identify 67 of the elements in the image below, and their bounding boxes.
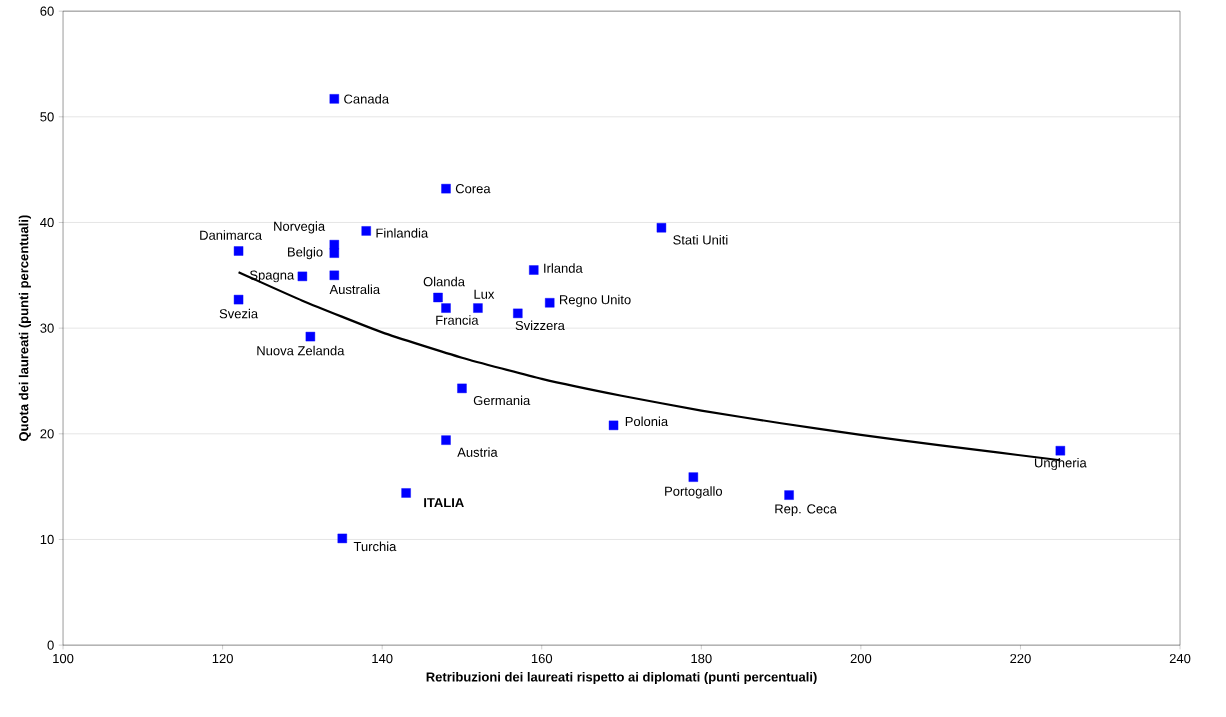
annotation: Svezia: [219, 308, 259, 319]
annotation: Australia: [329, 284, 381, 295]
y-tick-label: 30: [40, 323, 54, 333]
annotation: Svizzera: [515, 320, 565, 331]
annotation: Lux: [474, 289, 495, 299]
point: [656, 223, 667, 233]
x-tick-label: 140: [372, 653, 393, 664]
point: [337, 533, 347, 544]
annotation: Germania: [473, 395, 531, 406]
point: [473, 303, 483, 313]
point: [608, 420, 619, 431]
annotation: Danimarca: [200, 230, 262, 240]
annotation: Finlandia: [376, 228, 429, 238]
point: [401, 488, 411, 498]
point: [513, 308, 523, 319]
point: [297, 271, 308, 282]
point: [441, 435, 451, 445]
point: [529, 265, 539, 275]
point: [457, 383, 467, 394]
point: [233, 294, 244, 305]
x-tick-label: 120: [212, 653, 233, 664]
y-tick-label: 0: [47, 640, 54, 650]
annotation: Canada: [344, 94, 390, 104]
x-tick-label: 160: [531, 653, 553, 664]
point: [329, 94, 340, 104]
annotation: Irlanda: [544, 263, 583, 273]
annotation: Rep. Ceca: [775, 504, 837, 517]
annotation: Austria: [457, 447, 498, 457]
annotation: Regno Unito: [559, 294, 631, 307]
x-tick-label: 220: [1010, 653, 1031, 664]
annotation: Olanda: [423, 276, 465, 287]
point: [688, 472, 699, 482]
annotation: Polonia: [625, 416, 669, 427]
annotation: Turchia: [353, 541, 397, 552]
y-axis-title: Quota dei laureati (punti percentuali): [18, 215, 31, 442]
annotation: Ungheria: [1034, 457, 1087, 471]
y-tick-label: 60: [40, 6, 54, 16]
point: [545, 298, 555, 308]
annotation: Stati Uniti: [673, 234, 728, 245]
x-tick-label: 100: [53, 653, 74, 664]
point: [441, 183, 451, 194]
x-tick-label: 200: [850, 653, 872, 664]
x-axis-title: Retribuzioni dei laureati rispetto ai diplomati (punti percentuali): [426, 672, 817, 685]
x-tick-label: 180: [691, 653, 712, 664]
annotation: Nuova Zelanda: [257, 345, 345, 356]
point: [441, 303, 451, 313]
annotation: Corea: [455, 184, 491, 194]
point: [433, 292, 443, 303]
y-tick-label: 50: [40, 112, 54, 122]
y-tick-label: 20: [40, 429, 54, 439]
annotation: Belgio: [288, 247, 323, 260]
point: [361, 226, 371, 236]
point: [329, 248, 340, 258]
annotation: Portogallo: [665, 486, 723, 499]
point: [1055, 446, 1066, 456]
point: [784, 490, 794, 500]
point: [233, 246, 244, 256]
x-tick-label: 240: [1169, 653, 1191, 664]
point: [329, 270, 340, 281]
y-tick-label: 40: [40, 217, 54, 228]
annotation: Norvegia: [274, 221, 326, 234]
annotation: Francia: [436, 315, 479, 325]
point: [305, 331, 316, 342]
annotation: Spagna: [249, 270, 295, 283]
y-tick-label: 10: [40, 534, 54, 545]
annotation: ITALIA: [424, 498, 464, 508]
point: [329, 239, 340, 250]
